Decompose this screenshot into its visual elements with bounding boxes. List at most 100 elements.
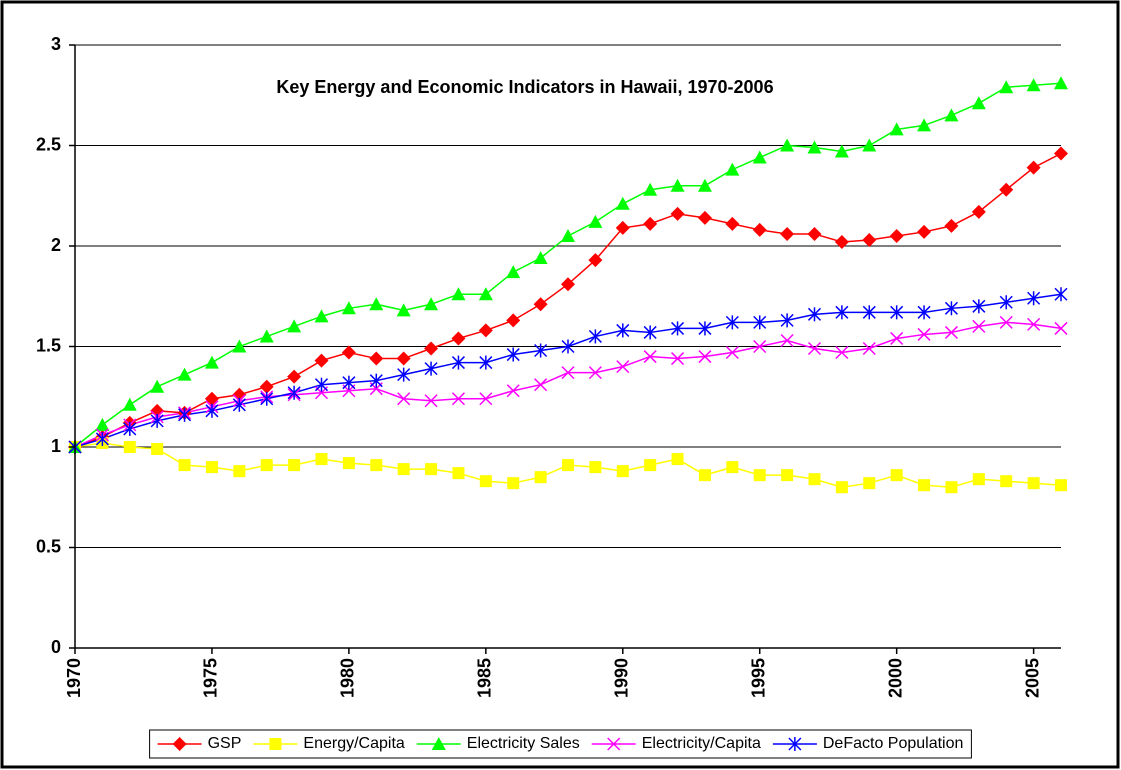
marker-shape (178, 459, 191, 472)
marker (122, 397, 137, 411)
marker (698, 321, 712, 336)
marker (397, 463, 410, 476)
marker (890, 331, 904, 345)
marker-shape (506, 384, 520, 398)
marker (725, 315, 739, 330)
marker (944, 218, 959, 233)
marker-shape (314, 309, 329, 323)
marker (671, 352, 685, 366)
marker-shape (1054, 146, 1068, 161)
marker-shape (269, 738, 282, 750)
marker-shape (1054, 76, 1068, 90)
y-tick-label: 2.5 (36, 134, 61, 154)
marker (431, 737, 446, 750)
marker-shape (616, 360, 630, 374)
marker-shape (999, 80, 1014, 94)
marker (697, 178, 712, 192)
marker-shape (287, 369, 302, 384)
marker-shape (260, 459, 273, 472)
marker (260, 391, 274, 406)
marker-shape (370, 459, 383, 472)
marker (999, 80, 1014, 94)
marker (1026, 78, 1041, 92)
marker (1054, 287, 1068, 302)
marker (342, 375, 356, 390)
marker (753, 469, 766, 482)
marker-shape (671, 453, 684, 466)
marker (917, 327, 931, 341)
marker (835, 481, 848, 494)
marker-shape (396, 351, 411, 366)
marker (862, 138, 877, 152)
marker-shape (424, 394, 438, 408)
marker-shape (862, 138, 877, 152)
marker (588, 329, 602, 344)
marker-shape (588, 253, 603, 268)
marker (534, 378, 548, 392)
marker-shape (561, 277, 575, 292)
marker-shape (835, 481, 848, 494)
marker (671, 453, 684, 466)
marker (287, 369, 302, 384)
marker-shape (1054, 321, 1068, 335)
marker-shape (643, 182, 658, 196)
marker-shape (725, 162, 740, 176)
marker-shape (807, 226, 822, 241)
marker (615, 220, 630, 235)
marker-shape (918, 479, 931, 492)
marker (151, 443, 164, 456)
marker (807, 341, 822, 356)
marker-shape (452, 467, 465, 480)
marker-shape (425, 463, 438, 476)
marker (698, 350, 712, 364)
marker (506, 313, 521, 328)
marker (397, 392, 411, 406)
marker (232, 397, 246, 412)
marker (205, 461, 218, 474)
marker (781, 469, 794, 482)
marker-shape (753, 339, 767, 354)
marker (589, 461, 602, 474)
marker (972, 319, 986, 333)
marker-shape (479, 475, 492, 488)
marker-shape (431, 737, 446, 750)
marker (479, 475, 492, 488)
marker (259, 379, 274, 394)
marker-shape (314, 353, 329, 368)
marker-shape (698, 350, 712, 364)
x-tick-label: 1985 (475, 658, 495, 698)
marker-shape (341, 345, 356, 360)
y-tick-label: 3 (51, 34, 61, 54)
marker-shape (780, 333, 794, 348)
marker-shape (643, 216, 658, 231)
marker-shape (397, 463, 410, 476)
marker (698, 469, 711, 482)
marker (918, 479, 931, 492)
marker (726, 461, 739, 474)
marker (204, 355, 219, 369)
marker-shape (123, 441, 136, 453)
marker-shape (534, 378, 548, 392)
marker-shape (917, 118, 932, 132)
marker-shape (1000, 475, 1013, 488)
marker-shape (561, 366, 575, 380)
marker (123, 421, 137, 436)
marker (671, 321, 685, 336)
marker (643, 182, 658, 196)
marker (808, 473, 821, 486)
marker (506, 347, 520, 362)
marker (370, 459, 383, 472)
marker (534, 343, 548, 358)
marker (643, 325, 657, 340)
marker (396, 351, 411, 366)
marker-shape (697, 210, 712, 225)
x-tick-label: 1980 (338, 658, 358, 698)
marker-shape (150, 379, 165, 393)
marker (150, 413, 164, 428)
marker (972, 299, 986, 314)
marker-shape (945, 481, 958, 494)
marker (725, 345, 739, 360)
marker-shape (862, 232, 877, 247)
marker-shape (561, 228, 575, 242)
